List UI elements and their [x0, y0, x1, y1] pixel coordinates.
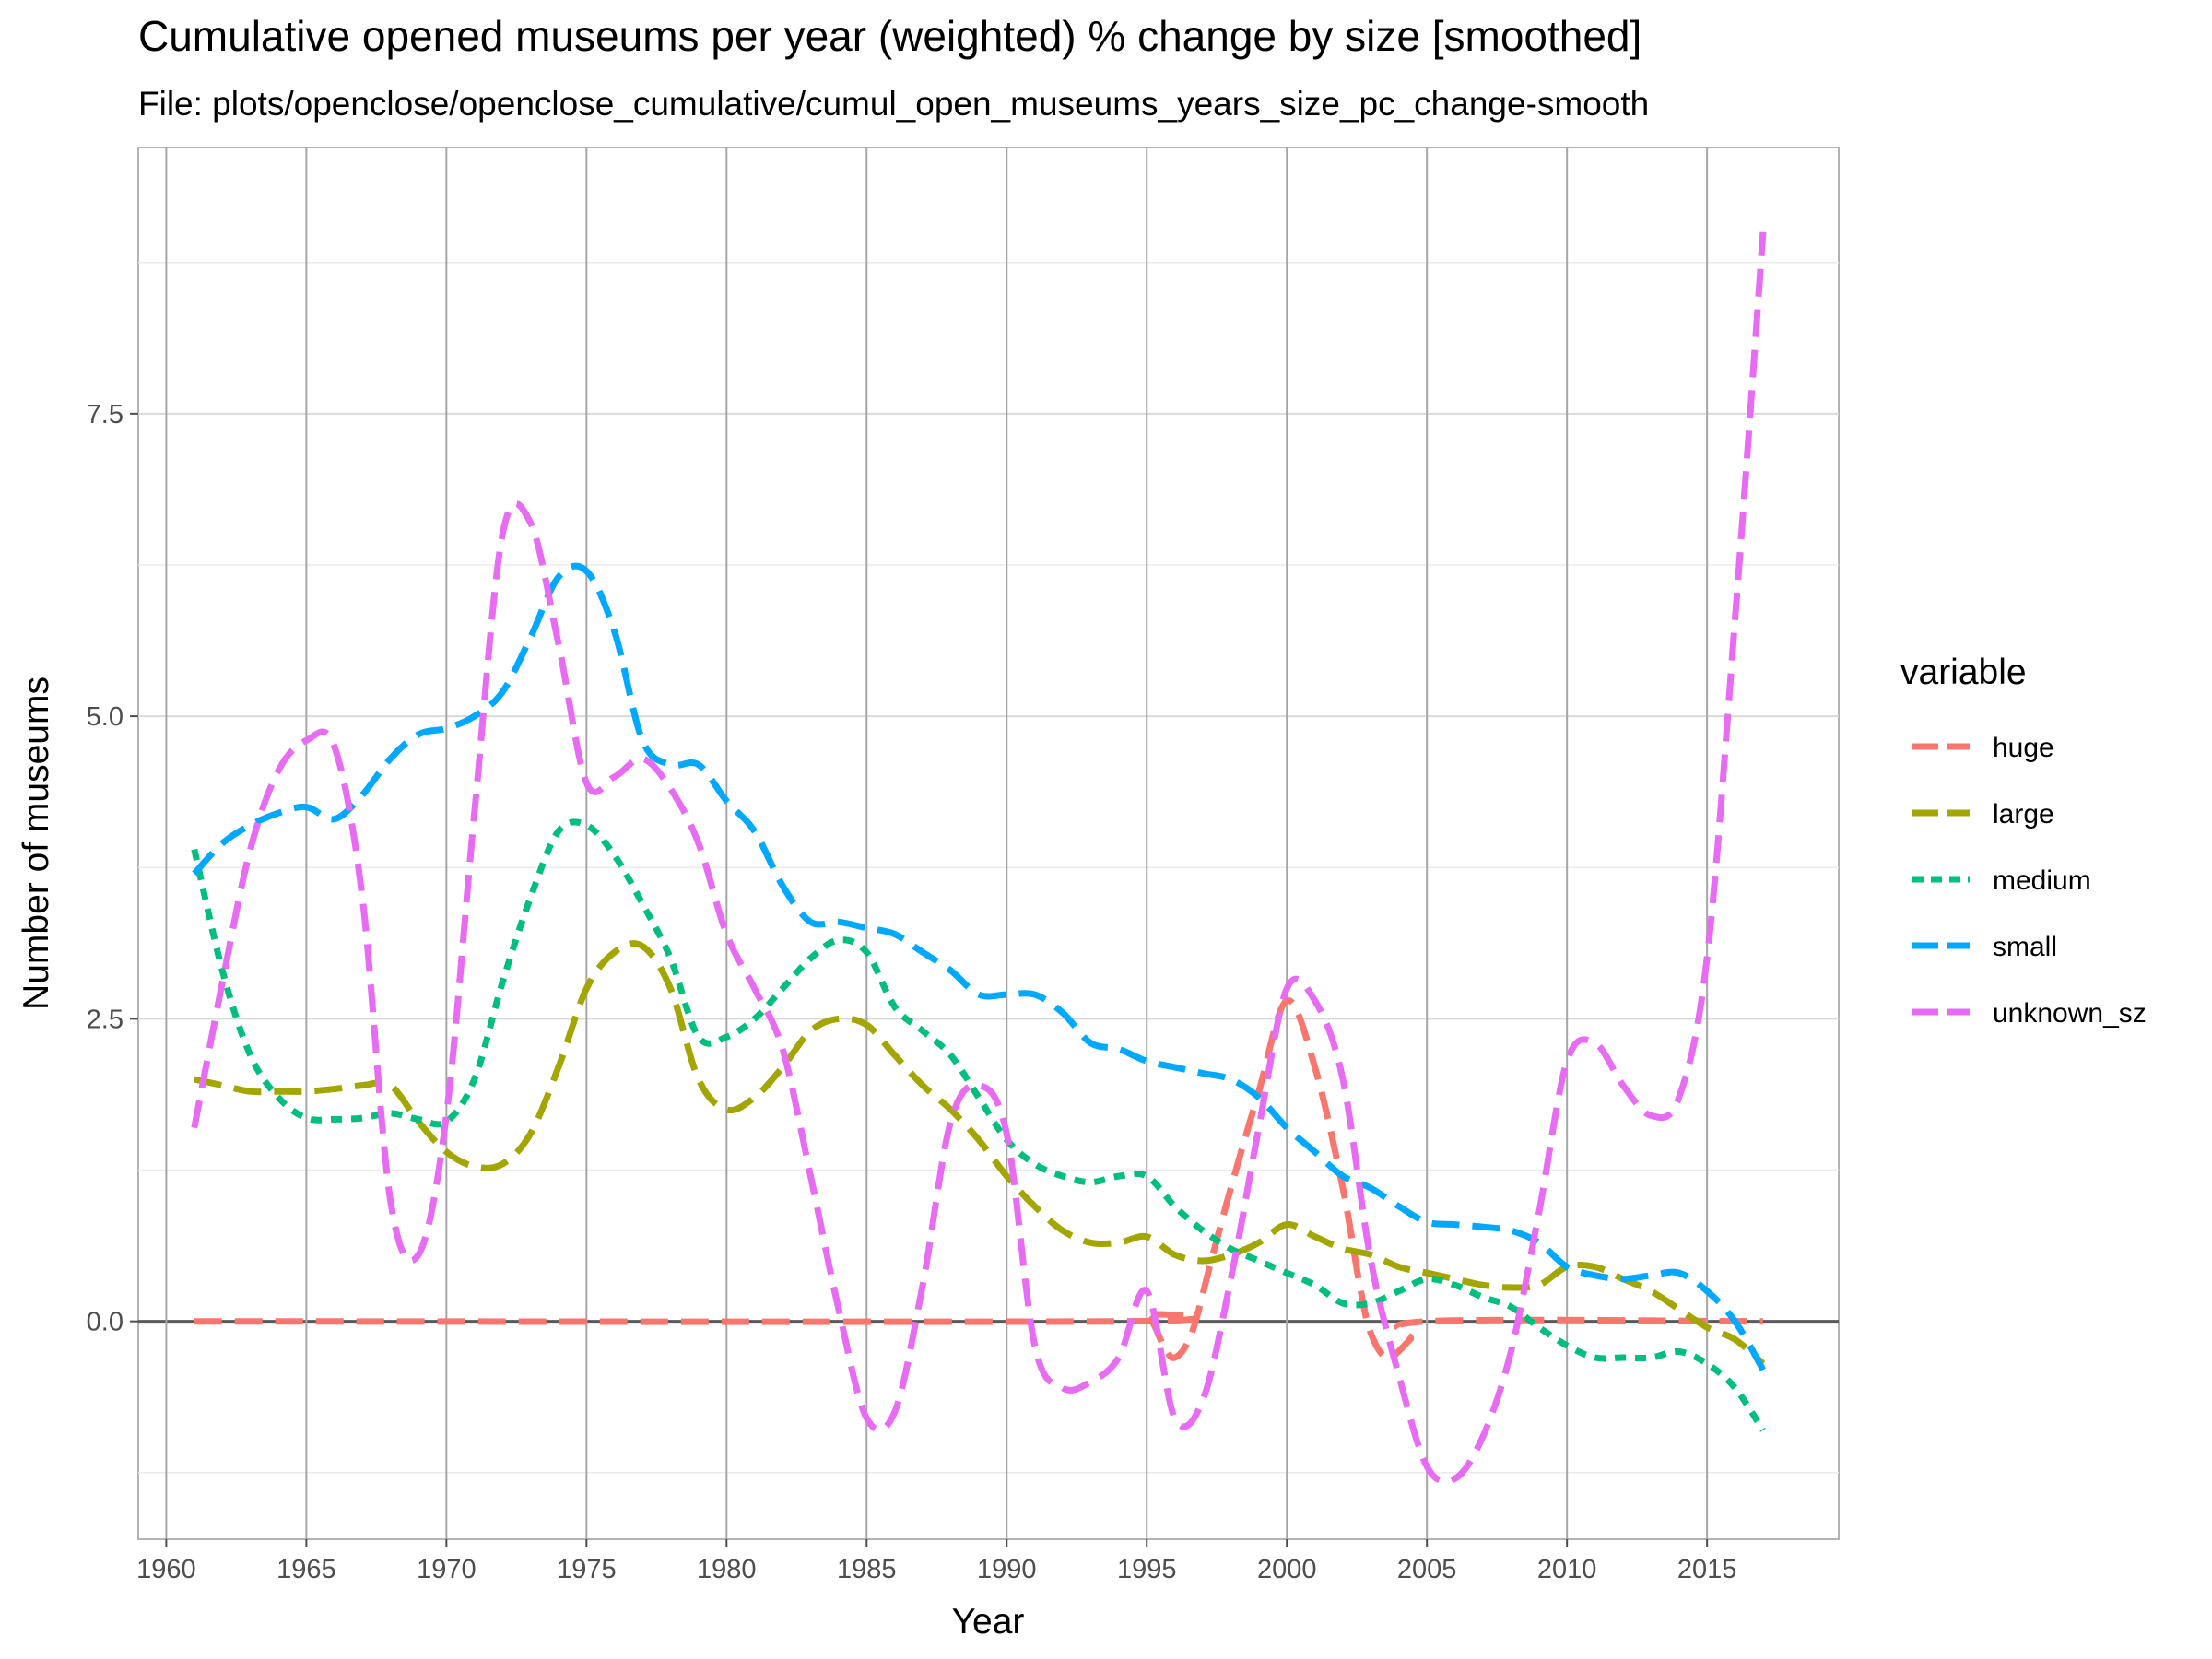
x-tick-label: 1970: [417, 1555, 477, 1584]
x-axis-ticks: 1960 1965 1970 1975 1980 1985 1990 1995 2000 2005…: [136, 1539, 1736, 1584]
legend-label-unknown_sz: unknown_sz: [1993, 998, 2147, 1029]
plot-panel: [137, 147, 1840, 1540]
y-tick-label: 5.0: [87, 702, 124, 732]
x-tick-label: 1960: [136, 1555, 196, 1584]
x-tick-label: 2000: [1257, 1555, 1317, 1584]
y-tick-label: 7.5: [87, 400, 124, 429]
x-tick-label: 2010: [1537, 1555, 1597, 1584]
chart-subtitle: File: plots/openclose/openclose_cumulati…: [138, 85, 1650, 123]
y-tick-label: 0.0: [87, 1308, 124, 1337]
legend-title: variable: [1900, 653, 2027, 692]
series-line-huge: [194, 997, 1763, 1361]
legend-label-huge: huge: [1993, 733, 2054, 763]
series-line-small: [192, 562, 1766, 1371]
x-tick-label: 1980: [697, 1555, 757, 1584]
legend-label-small: small: [1993, 932, 2057, 962]
x-tick-label: 1990: [977, 1555, 1037, 1584]
legend: huge large medium small unknown_sz: [1912, 733, 2147, 1029]
series-layer: [191, 231, 1767, 1485]
x-tick-label: 1975: [557, 1555, 617, 1584]
x-tick-label: 1985: [837, 1555, 897, 1584]
x-tick-label: 2015: [1677, 1555, 1737, 1584]
x-tick-label: 2005: [1397, 1555, 1457, 1584]
x-axis-title: Year: [952, 1602, 1025, 1641]
series-line-large: [194, 940, 1766, 1367]
series-line-medium: [191, 818, 1766, 1432]
chart-title: Cumulative opened museums per year (weig…: [138, 12, 1642, 60]
y-axis-title: Number of museums: [17, 677, 56, 1010]
legend-label-medium: medium: [1993, 865, 2091, 896]
legend-label-large: large: [1993, 799, 2054, 830]
x-tick-label: 1965: [276, 1555, 336, 1584]
grid-minor: [138, 261, 1839, 1474]
y-tick-label: 2.5: [87, 1005, 124, 1034]
y-axis-ticks: 0.0 2.5 5.0 7.5: [87, 400, 138, 1337]
x-tick-label: 1995: [1117, 1555, 1177, 1584]
series-line-unknown_sz: [191, 231, 1767, 1485]
